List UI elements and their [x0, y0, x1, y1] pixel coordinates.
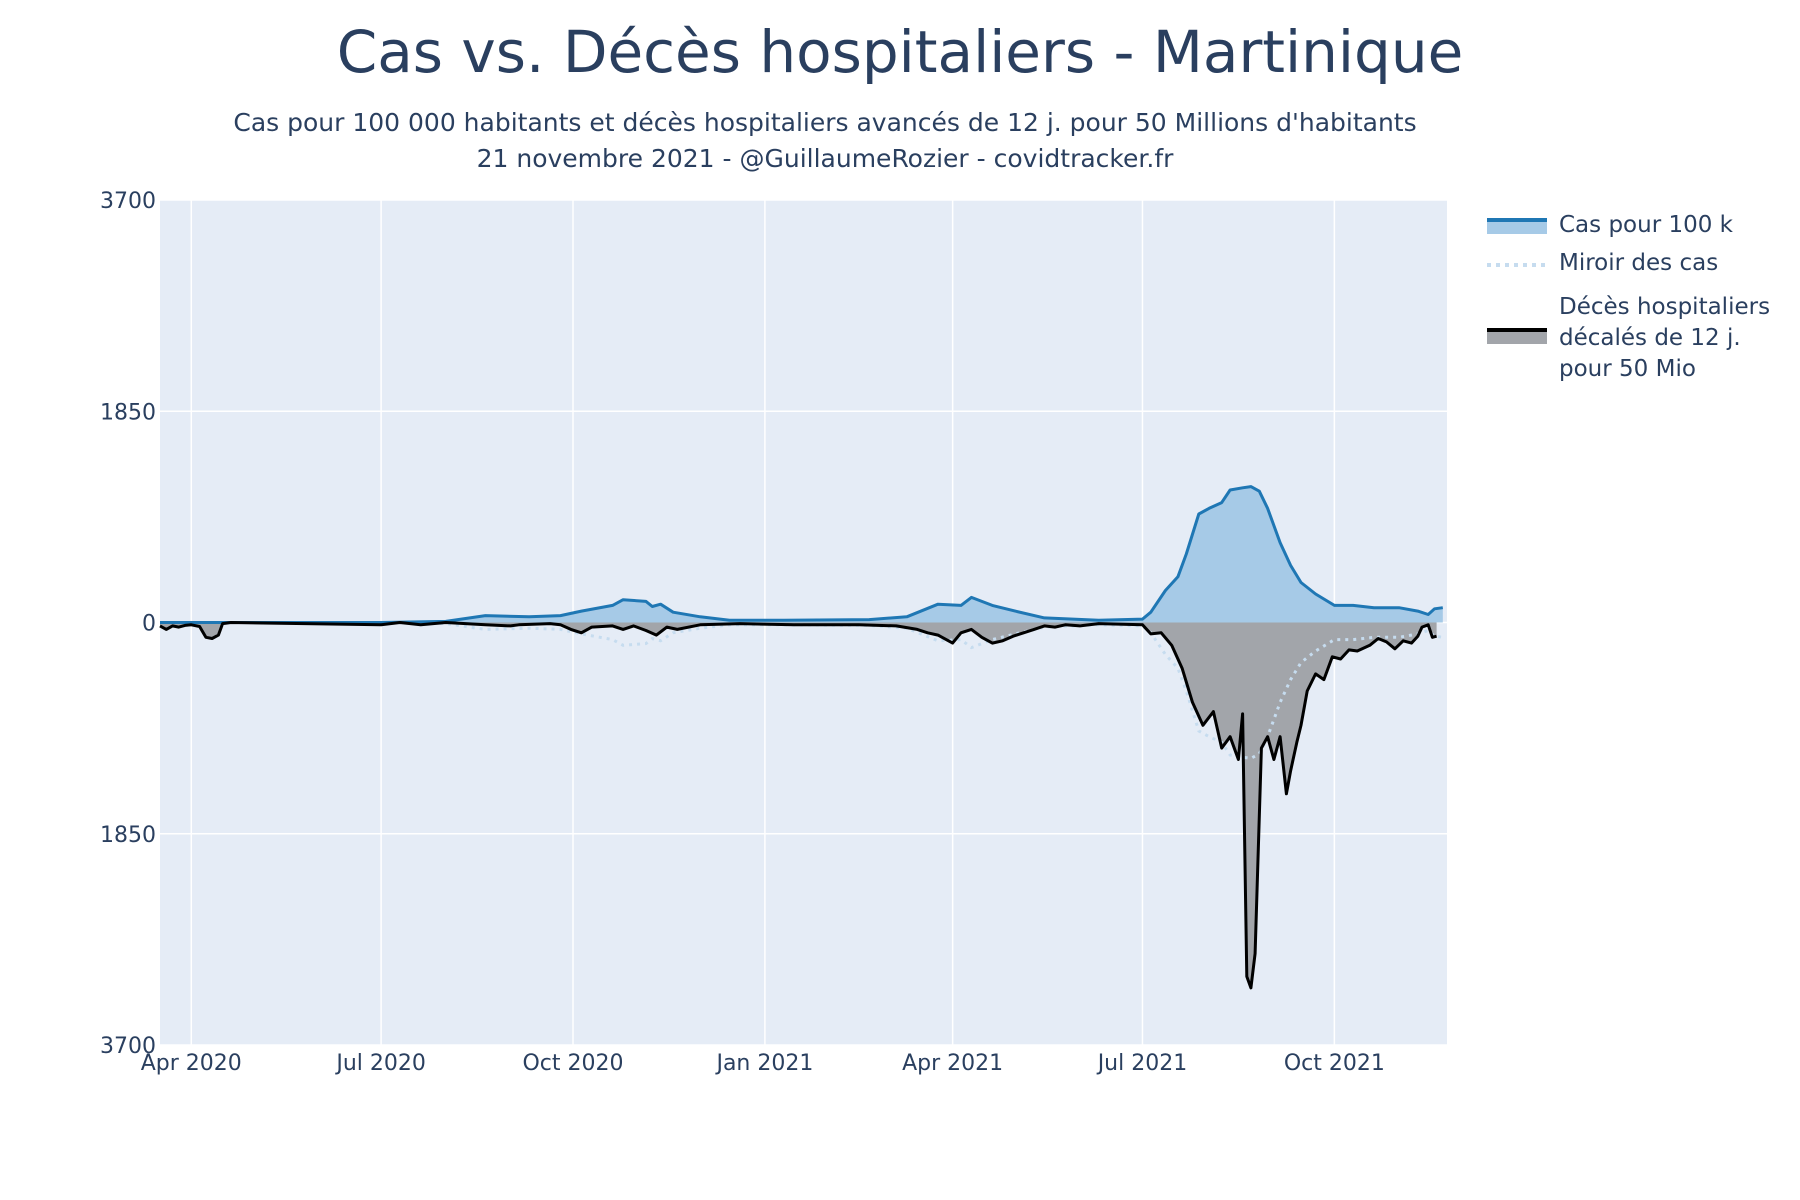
legend-item-mirror[interactable]: Miroir des cas: [1487, 250, 1787, 288]
y-tick-label: 3700: [100, 189, 156, 214]
legend-label-deaths: Décès hospitaliers décalés de 12 j. pour…: [1559, 294, 1771, 382]
y-tick-label: 0: [142, 612, 156, 637]
legend-symbol-cases: [1487, 218, 1547, 234]
x-tick-label: Oct 2021: [1284, 1051, 1385, 1076]
legend-item-cases[interactable]: Cas pour 100 k: [1487, 212, 1787, 250]
chart-credit-line: 21 novembre 2021 - @GuillaumeRozier - co…: [476, 144, 1174, 173]
legend-symbol-mirror: [1487, 263, 1547, 267]
deaths-area: [160, 622, 1437, 988]
legend-label-mirror: Miroir des cas: [1559, 250, 1719, 276]
y-tick-label: 3700: [100, 1034, 156, 1059]
y-tick-label: 1850: [100, 400, 156, 425]
cases-line: [160, 485, 1443, 624]
x-tick-label: Apr 2021: [902, 1051, 1003, 1076]
x-tick-label: Apr 2020: [141, 1051, 242, 1076]
deaths-line: [159, 621, 1437, 990]
x-tick-label: Oct 2020: [522, 1051, 623, 1076]
x-tick-label: Jan 2021: [714, 1051, 813, 1076]
x-tick-label: Jul 2020: [334, 1051, 426, 1076]
legend-item-deaths[interactable]: Décès hospitaliers décalés de 12 j. pour…: [1487, 288, 1787, 388]
chart-title: Cas vs. Décès hospitaliers - Martinique: [336, 18, 1464, 86]
legend: Cas pour 100 k Miroir des cas Décès hosp…: [1487, 212, 1787, 388]
legend-label-cases: Cas pour 100 k: [1559, 212, 1733, 238]
series-layer: [159, 485, 1443, 990]
chart-subtitle: Cas pour 100 000 habitants et décès hosp…: [233, 108, 1417, 137]
legend-symbol-deaths: [1487, 328, 1547, 344]
x-tick-label: Jul 2021: [1096, 1051, 1188, 1076]
y-tick-label: 1850: [100, 823, 156, 848]
